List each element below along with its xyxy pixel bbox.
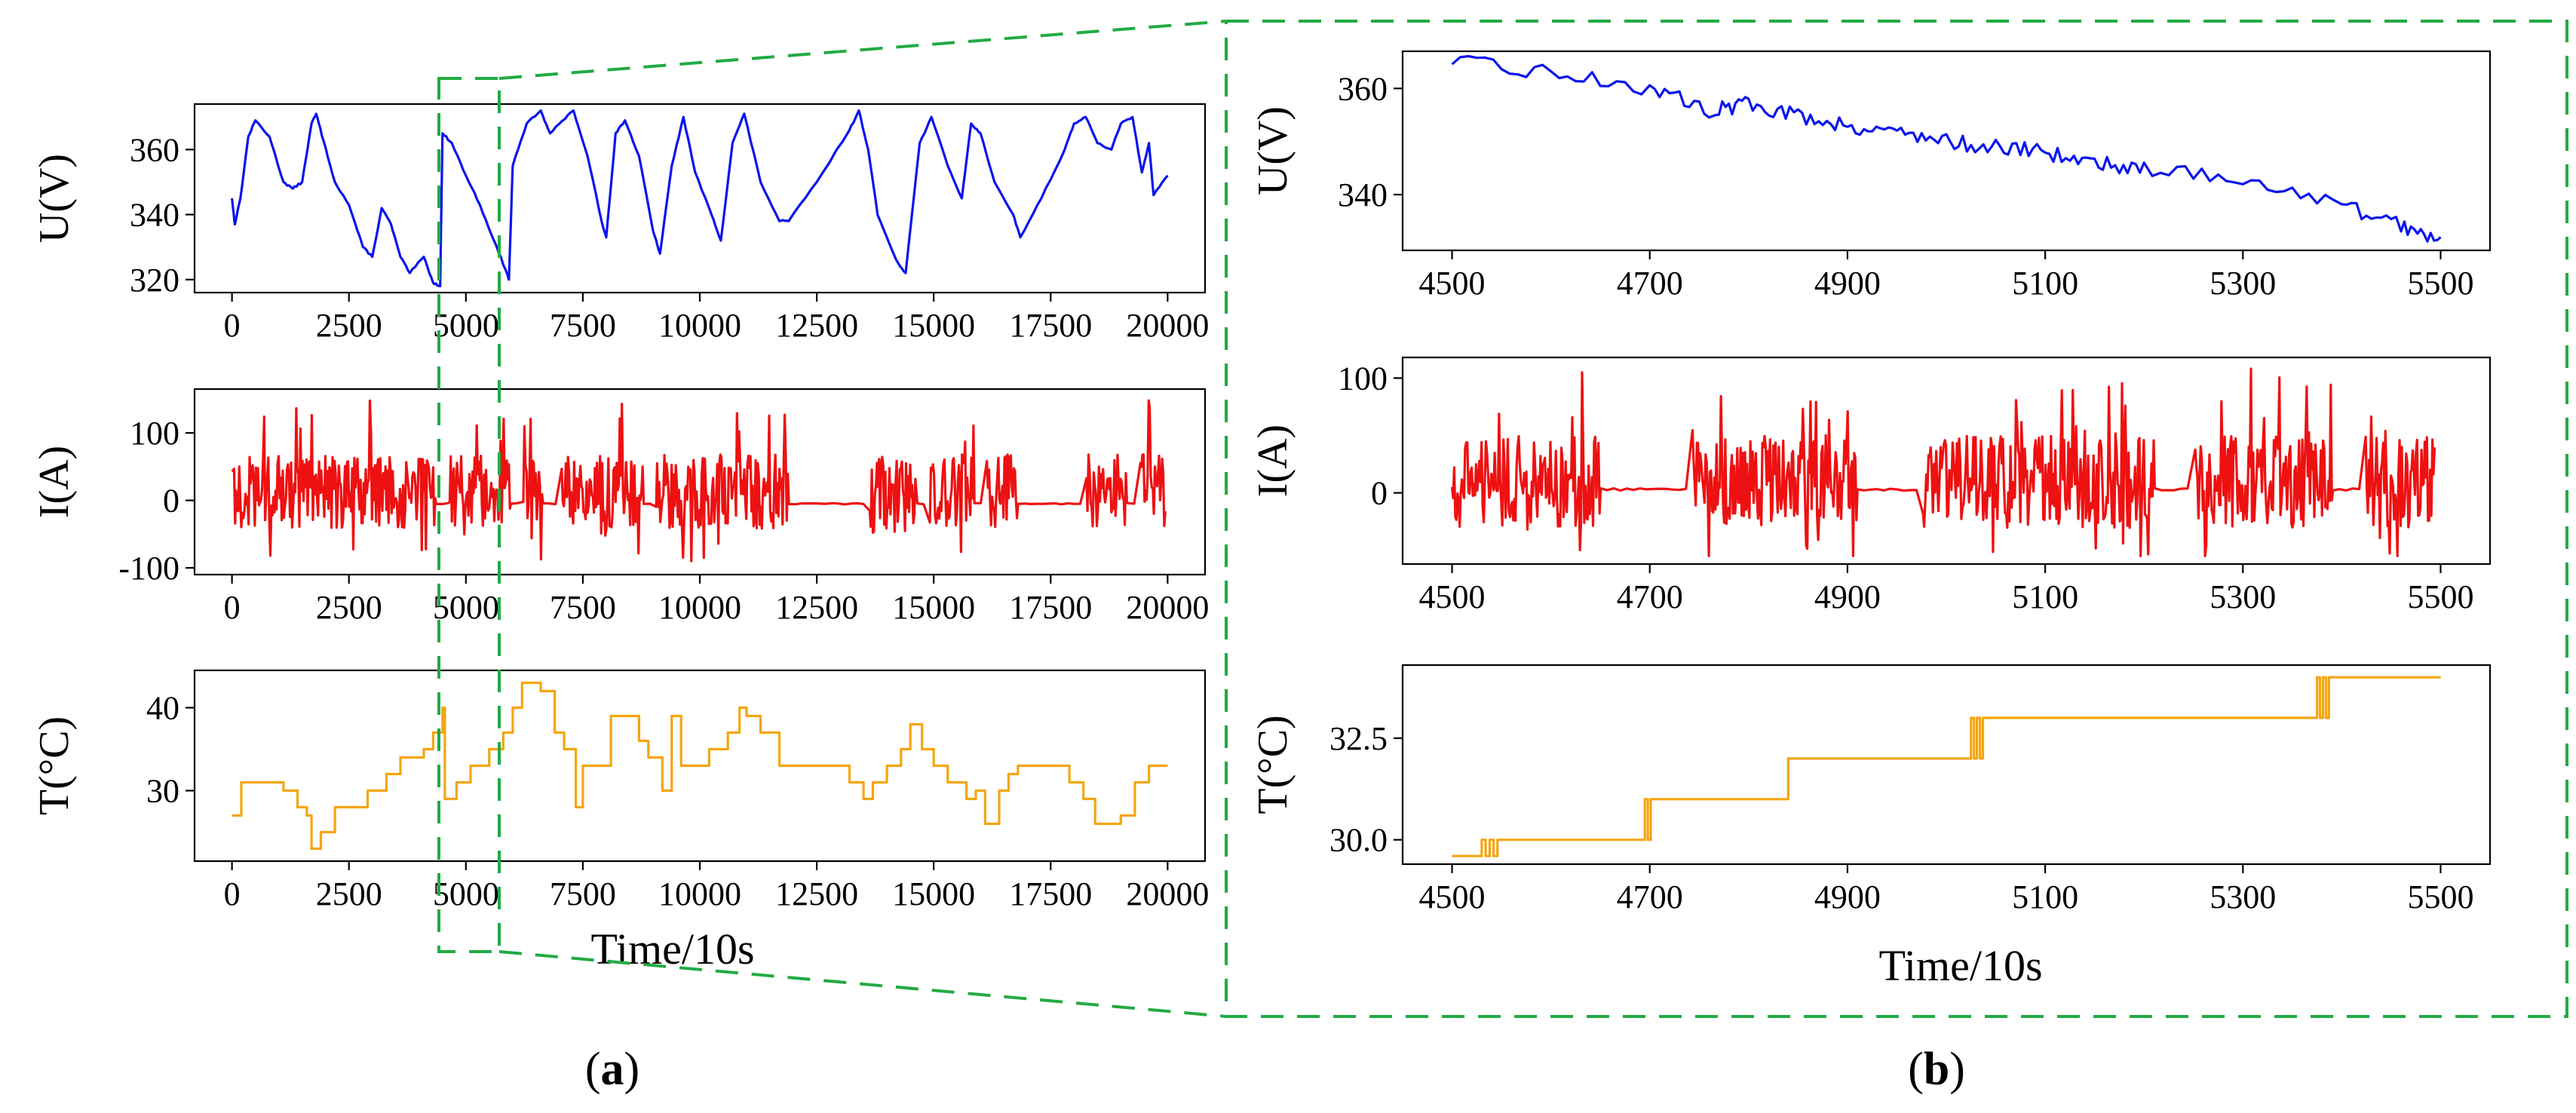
x-tick-label: 4500 xyxy=(1419,265,1486,302)
zoom-selection-box xyxy=(437,77,501,953)
chart-a-voltage: 0 2500 5000 7500 10000 12500 15000 17500 20000 32… xyxy=(31,103,1209,344)
y-tick-label: 0 xyxy=(1371,475,1388,512)
panel-a-caption: (a) xyxy=(585,1044,639,1095)
series-line-a-voltage xyxy=(231,109,1169,287)
x-tick-label: 4900 xyxy=(1814,578,1881,615)
x-tick-label: 10000 xyxy=(658,589,741,626)
x-tick-label: 17500 xyxy=(1009,875,1092,912)
panel-b-xlabel: Time/10s xyxy=(1878,941,2042,990)
x-tick-label: 2500 xyxy=(316,875,382,912)
x-tick-label: 4700 xyxy=(1617,878,1683,915)
x-tick-label: 20000 xyxy=(1126,589,1209,626)
y-tick-label: -100 xyxy=(118,550,179,587)
axes-frame-b-current xyxy=(1401,356,2492,566)
series-line-b-voltage xyxy=(1451,54,2442,243)
x-tick-label: 5000 xyxy=(433,875,499,912)
y-tick-label: 340 xyxy=(1338,176,1388,213)
x-tick-label: 10000 xyxy=(658,307,741,344)
x-tick-label: 15000 xyxy=(892,589,975,626)
chart-a-temperature: 0 2500 5000 7500 10000 12500 15000 17500 20000 30… xyxy=(31,669,1209,912)
x-tick-label: 20000 xyxy=(1126,307,1209,344)
y-tick-label: 360 xyxy=(1338,70,1388,107)
zoom-indicator xyxy=(437,20,2568,1018)
x-tick-label: 5500 xyxy=(2407,878,2473,915)
y-tick-label: 100 xyxy=(1338,360,1388,397)
x-tick-label: 5000 xyxy=(433,589,499,626)
x-tick-label: 4700 xyxy=(1617,265,1683,302)
series-line-b-temperature xyxy=(1452,676,2441,857)
x-tick-label: 17500 xyxy=(1009,307,1092,344)
x-tick-label: 5100 xyxy=(2012,878,2078,915)
x-tick-label: 5000 xyxy=(433,307,499,344)
x-tick-label: 7500 xyxy=(550,307,616,344)
x-tick-label: 4900 xyxy=(1814,878,1881,915)
panel-b-caption: (b) xyxy=(1908,1044,1965,1095)
x-tick-label: 7500 xyxy=(550,589,616,626)
x-tick-label: 17500 xyxy=(1009,589,1092,626)
y-tick-label: 30.0 xyxy=(1329,822,1388,859)
x-tick-label: 15000 xyxy=(892,307,975,344)
x-tick-label: 4500 xyxy=(1419,578,1486,615)
y-axis-label-b-current: I(A) xyxy=(1250,425,1296,497)
y-tick-label: 100 xyxy=(130,415,179,452)
x-tick-label: 4700 xyxy=(1617,578,1683,615)
y-tick-label: 30 xyxy=(146,773,179,810)
panel-a-xlabel: Time/10s xyxy=(590,924,754,973)
y-axis-label-a-current: I(A) xyxy=(31,446,78,518)
y-axis-label-a-temperature: T(°C) xyxy=(31,716,78,815)
y-tick-label: 360 xyxy=(130,131,179,168)
y-axis-label-a-voltage: U(V) xyxy=(31,154,78,243)
x-tick-label: 12500 xyxy=(775,589,858,626)
x-tick-label: 5300 xyxy=(2210,265,2276,302)
x-tick-label: 20000 xyxy=(1126,875,1209,912)
x-tick-label: 5100 xyxy=(2012,578,2078,615)
zoom-connector-bottom xyxy=(498,950,1227,1018)
chart-b-voltage: 4500 4700 4900 5100 5300 5500 340 360 U(V) xyxy=(1250,50,2492,302)
x-tick-label: 12500 xyxy=(775,875,858,912)
x-tick-label: 5300 xyxy=(2210,578,2276,615)
y-tick-label: 0 xyxy=(163,483,179,520)
series-line-b-current xyxy=(1450,367,2436,557)
x-tick-label: 0 xyxy=(224,307,241,344)
series-line-a-current xyxy=(231,399,1167,563)
charts-layer: 0 2500 5000 7500 10000 12500 15000 17500 2000032… xyxy=(31,50,2492,915)
y-axis-label-b-voltage: U(V) xyxy=(1250,106,1296,195)
x-tick-label: 7500 xyxy=(550,875,616,912)
chart-b-current: 4500 4700 4900 5100 5300 5500 0 100 I(A) xyxy=(1250,356,2492,615)
x-tick-label: 5500 xyxy=(2407,578,2473,615)
y-tick-label: 40 xyxy=(146,690,179,727)
x-tick-label: 0 xyxy=(224,589,241,626)
y-tick-label: 320 xyxy=(130,262,179,299)
y-tick-label: 32.5 xyxy=(1329,720,1388,757)
x-tick-label: 4500 xyxy=(1419,878,1486,915)
axes-frame-b-temperature xyxy=(1401,664,2492,866)
axes-frame-b-voltage xyxy=(1401,50,2492,252)
x-tick-label: 4900 xyxy=(1814,265,1881,302)
chart-b-temperature: 4500 4700 4900 5100 5300 5500 30.0 32.5 T(°C) xyxy=(1250,664,2492,915)
x-tick-label: 10000 xyxy=(658,875,741,912)
x-tick-label: 5500 xyxy=(2407,265,2473,302)
x-tick-label: 2500 xyxy=(316,589,382,626)
y-axis-label-b-temperature: T(°C) xyxy=(1250,715,1296,814)
x-tick-label: 12500 xyxy=(775,307,858,344)
x-tick-label: 2500 xyxy=(316,307,382,344)
series-line-a-temperature xyxy=(232,681,1168,851)
zoom-detail-box xyxy=(1225,20,2568,1018)
x-tick-label: 5100 xyxy=(2012,265,2078,302)
x-tick-label: 15000 xyxy=(892,875,975,912)
y-tick-label: 340 xyxy=(130,197,179,234)
chart-a-current: 0 2500 5000 7500 10000 12500 15000 17500 20000 -1… xyxy=(31,388,1209,626)
zoom-connector-top xyxy=(498,20,1227,80)
x-tick-label: 5300 xyxy=(2210,878,2276,915)
x-tick-label: 0 xyxy=(224,875,241,912)
